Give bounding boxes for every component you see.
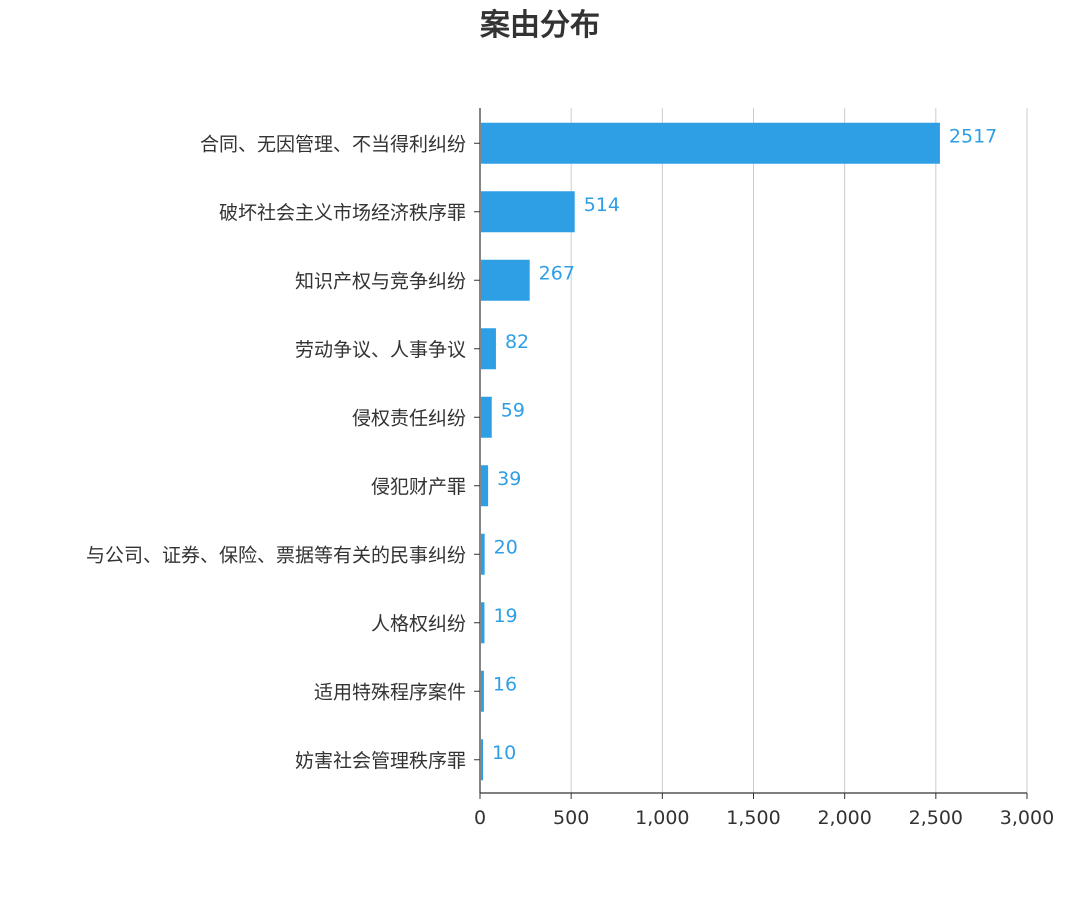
x-tick-label: 2,500 xyxy=(909,807,963,829)
data-label: 39 xyxy=(497,468,521,490)
data-label: 10 xyxy=(492,742,516,764)
bar xyxy=(481,328,496,370)
bar xyxy=(481,396,492,438)
chart-title: 案由分布 xyxy=(480,8,600,43)
bar xyxy=(481,602,485,644)
x-tick-label: 2,000 xyxy=(817,807,871,829)
category-label: 适用特殊程序案件 xyxy=(314,681,466,703)
category-label: 合同、无因管理、不当得利纠纷 xyxy=(200,133,466,155)
x-tick-label: 1,000 xyxy=(635,807,689,829)
x-tick-label: 500 xyxy=(553,807,589,829)
category-label: 侵犯财产罪 xyxy=(371,476,466,498)
data-label: 59 xyxy=(501,399,525,421)
bar xyxy=(481,670,484,712)
bar xyxy=(481,465,489,507)
bar xyxy=(481,533,485,575)
category-label: 侵权责任纠纷 xyxy=(352,407,466,429)
data-label: 267 xyxy=(539,262,575,284)
x-tick-label: 0 xyxy=(474,807,486,829)
data-label: 2517 xyxy=(949,125,997,147)
category-label: 劳动争议、人事争议 xyxy=(295,339,466,361)
category-label: 妨害社会管理秩序罪 xyxy=(295,750,466,772)
bar xyxy=(481,191,575,233)
bar xyxy=(481,259,530,301)
data-label: 20 xyxy=(494,536,518,558)
x-tick-label: 3,000 xyxy=(1000,807,1054,829)
data-label: 19 xyxy=(493,605,517,627)
data-label: 16 xyxy=(493,673,517,695)
data-label: 514 xyxy=(584,194,620,216)
category-label: 知识产权与竞争纠纷 xyxy=(295,270,466,292)
bar xyxy=(481,122,940,164)
bar xyxy=(481,739,483,781)
category-label: 与公司、证券、保险、票据等有关的民事纠纷 xyxy=(86,544,466,566)
category-label: 破坏社会主义市场经济秩序罪 xyxy=(219,202,466,224)
data-label: 82 xyxy=(505,331,529,353)
x-tick-label: 1,500 xyxy=(726,807,780,829)
category-label: 人格权纠纷 xyxy=(371,613,466,635)
